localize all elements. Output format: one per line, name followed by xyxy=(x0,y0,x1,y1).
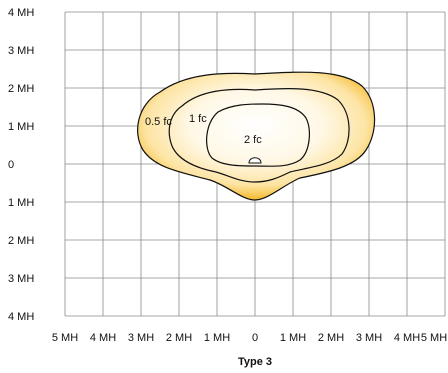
x-axis-labels: 5 MH 4 MH 3 MH 2 MH 1 MH 0 1 MH 2 MH 3 MH 4 MH 5 M… xyxy=(52,332,447,344)
x-tick-label: 3 MH xyxy=(356,332,382,344)
y-tick-label: 4 MH xyxy=(8,7,34,19)
contour-inner xyxy=(206,103,310,167)
y-axis-labels: 4 MH 3 MH 2 MH 1 MH 0 1 MH 2 MH 3 MH 4 MH xyxy=(8,7,34,323)
contour-label-inner: 2 fc xyxy=(244,134,262,146)
x-tick-label: 5 MH xyxy=(421,332,447,344)
diagram-title: Type 3 xyxy=(238,356,272,368)
x-tick-label: 4 MH xyxy=(90,332,116,344)
contour-label-middle: 1 fc xyxy=(189,113,207,125)
contour-middle xyxy=(168,88,350,183)
y-tick-label: 1 MH xyxy=(8,197,34,209)
y-tick-label: 1 MH xyxy=(8,121,34,133)
y-tick-label: 3 MH xyxy=(8,45,34,57)
y-tick-label: 3 MH xyxy=(8,273,34,285)
y-tick-label: 4 MH xyxy=(8,311,34,323)
luminaire-symbol xyxy=(248,157,262,164)
y-tick-label: 2 MH xyxy=(8,83,34,95)
x-tick-label: 0 xyxy=(252,332,258,344)
x-tick-label: 4 MH xyxy=(394,332,420,344)
y-tick-label: 0 xyxy=(8,159,14,171)
x-tick-label: 1 MH xyxy=(204,332,230,344)
contour-outer xyxy=(137,71,376,201)
x-tick-label: 1 MH xyxy=(280,332,306,344)
contour-label-outer: 0.5 fc xyxy=(145,116,172,128)
x-tick-label: 2 MH xyxy=(166,332,192,344)
y-tick-label: 2 MH xyxy=(8,235,34,247)
x-tick-label: 3 MH xyxy=(128,332,154,344)
x-tick-label: 5 MH xyxy=(52,332,78,344)
x-tick-label: 2 MH xyxy=(318,332,344,344)
